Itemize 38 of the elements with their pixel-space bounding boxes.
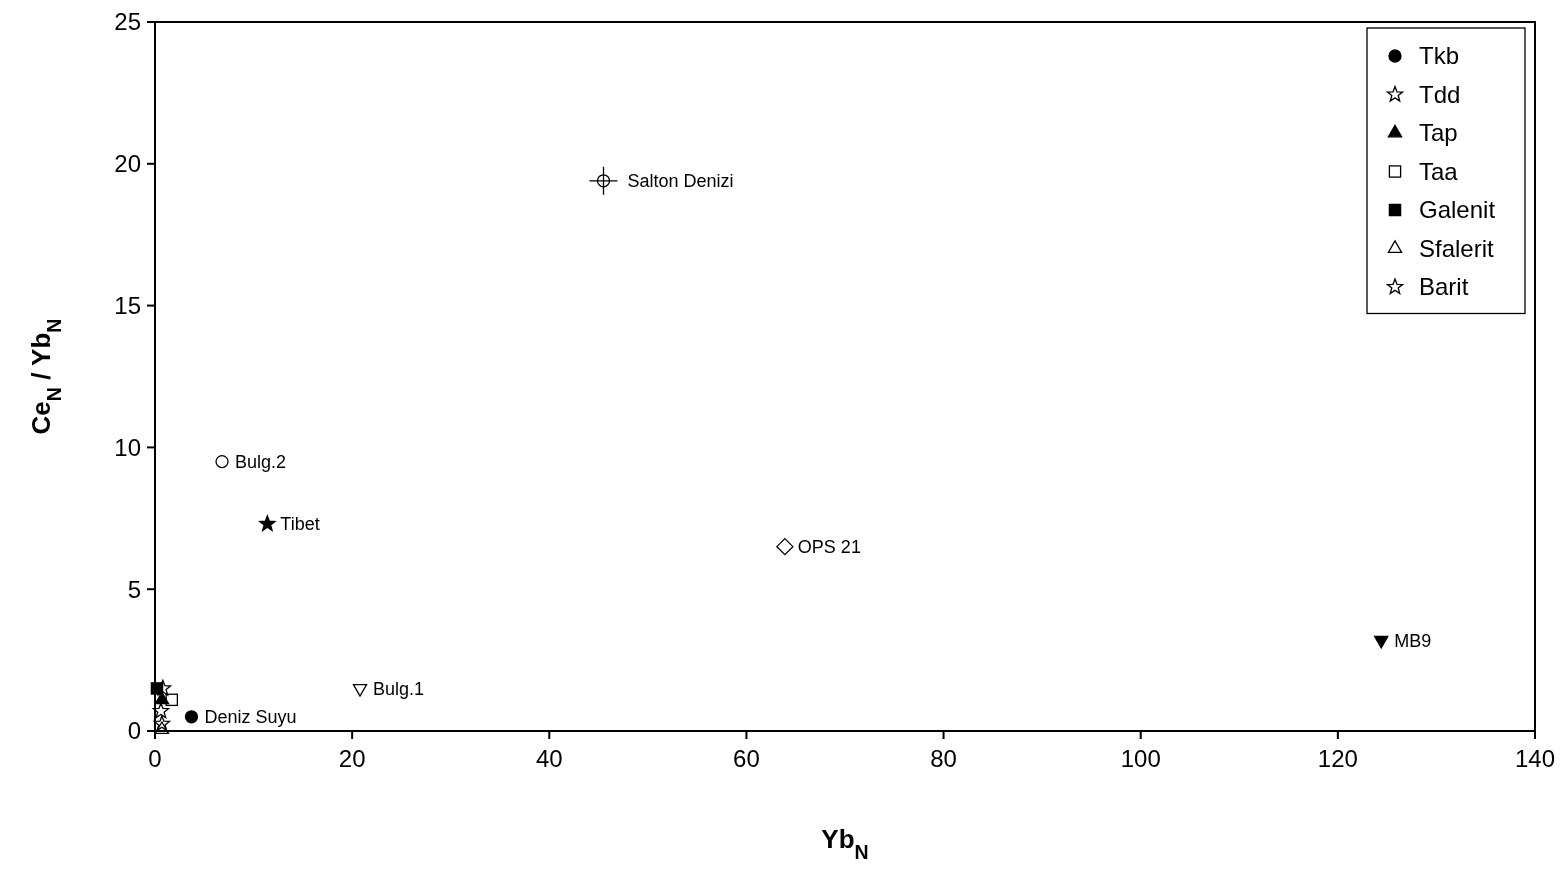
annotation: MB9 xyxy=(1394,630,1432,651)
annotation: Deniz Suyu xyxy=(204,707,297,728)
point xyxy=(184,710,199,724)
annotation: Bulg.2 xyxy=(235,451,287,472)
legend-label: Barit xyxy=(1419,273,1469,301)
y-tick-label: 20 xyxy=(114,150,141,178)
x-tick-label: 140 xyxy=(1514,745,1556,772)
x-tick-label: 100 xyxy=(1120,745,1161,772)
point xyxy=(259,515,276,532)
x-tick-label: 60 xyxy=(733,745,760,772)
point xyxy=(154,721,170,735)
x-tick-label: 20 xyxy=(338,745,366,772)
annotation: OPS 21 xyxy=(797,536,861,557)
point xyxy=(165,693,179,707)
y-tick-label: 5 xyxy=(127,575,141,603)
legend-label: Tkb xyxy=(1419,42,1460,70)
annotation: Bulg.1 xyxy=(373,678,425,699)
point xyxy=(153,715,171,732)
legend-label: Sfalerit xyxy=(1419,234,1495,262)
annotation: Tibet xyxy=(280,514,320,535)
legend-label: Taa xyxy=(1419,157,1459,185)
y-tick-label: 25 xyxy=(114,8,141,36)
point xyxy=(776,538,794,556)
legend-label: Tap xyxy=(1419,119,1458,147)
y-tick-label: 15 xyxy=(114,292,141,319)
legend-label: Galenit xyxy=(1419,196,1496,224)
legend-label: Tdd xyxy=(1419,80,1461,108)
x-tick-label: 40 xyxy=(535,745,563,772)
x-tick-label: 80 xyxy=(930,745,957,772)
point xyxy=(215,454,229,469)
annotation: Salton Denizi xyxy=(627,171,734,192)
point xyxy=(152,702,170,719)
x-tick-label: 120 xyxy=(1317,745,1358,772)
x-tick-label: 0 xyxy=(148,745,162,772)
x-axis-title: Yb$_{N}$ xyxy=(821,824,869,863)
y-tick-label: 0 xyxy=(127,717,141,745)
point xyxy=(596,174,611,188)
y-tick-label: 10 xyxy=(114,433,141,461)
